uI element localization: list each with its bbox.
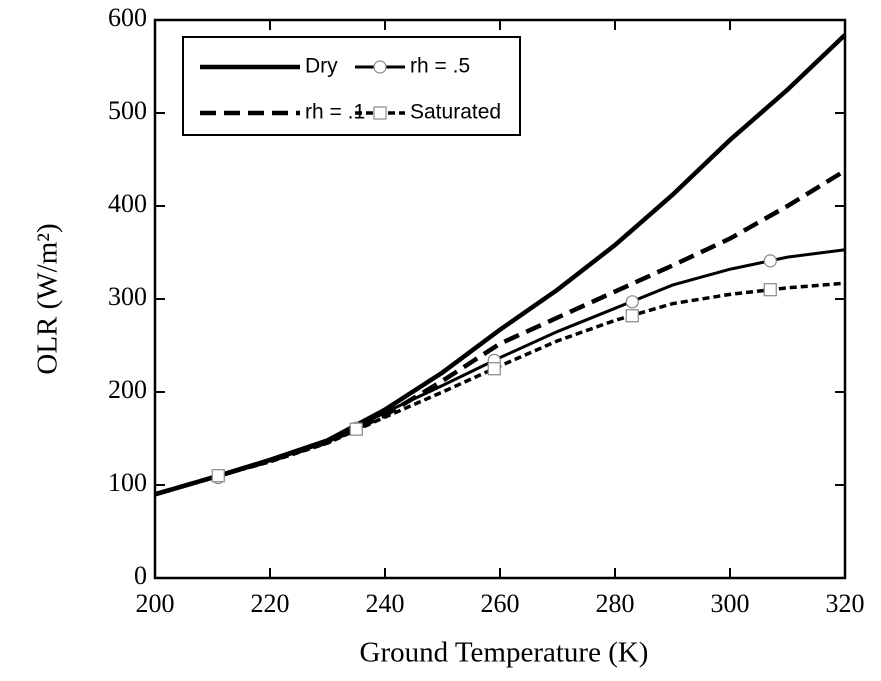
legend-label: Dry: [305, 55, 338, 78]
legend-label: Saturated: [410, 101, 501, 124]
y-axis-label: OLR (W/m²): [32, 223, 64, 374]
y-tick-label: 600: [108, 3, 147, 32]
legend-label: rh = .5: [410, 55, 470, 78]
marker: [487, 362, 501, 376]
y-tick-label: 0: [134, 561, 147, 590]
y-tick-label: 500: [108, 96, 147, 125]
y-tick-label: 400: [108, 189, 147, 218]
marker: [763, 283, 777, 297]
x-tick-label: 280: [596, 589, 635, 618]
y-tick-label: 100: [108, 468, 147, 497]
y-tick-label: 200: [108, 375, 147, 404]
x-tick-label: 220: [251, 589, 290, 618]
legend-box: [182, 36, 521, 136]
marker: [625, 295, 639, 309]
x-tick-label: 260: [481, 589, 520, 618]
x-axis-label: Ground Temperature (K): [360, 637, 649, 669]
x-tick-label: 240: [366, 589, 405, 618]
marker: [349, 422, 363, 436]
marker: [763, 254, 777, 268]
legend-label: rh = .1: [305, 101, 365, 124]
x-tick-label: 200: [136, 589, 175, 618]
marker: [373, 60, 387, 74]
marker: [373, 106, 387, 120]
y-tick-label: 300: [108, 282, 147, 311]
marker: [625, 309, 639, 323]
series-line: [154, 168, 847, 497]
x-tick-label: 320: [826, 589, 865, 618]
x-tick-label: 300: [711, 589, 750, 618]
marker: [211, 469, 225, 483]
